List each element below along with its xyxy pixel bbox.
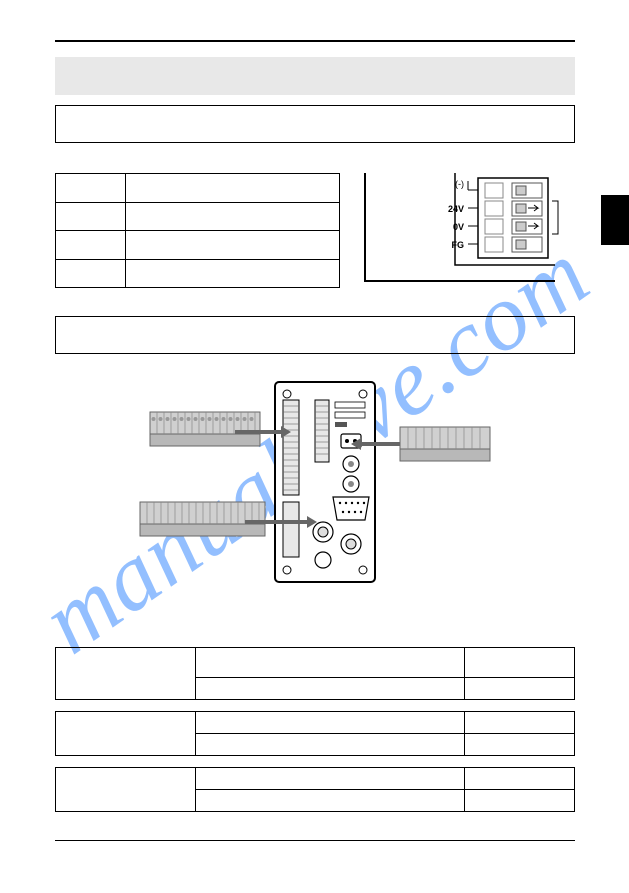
- section-1: (-) 24V 0V FG: [55, 173, 575, 288]
- spec-table-1: [55, 173, 340, 288]
- terminal-label: (-): [455, 179, 464, 189]
- spec-table-2: [55, 647, 575, 812]
- table-row: [56, 202, 340, 231]
- power-terminal-diagram: (-) 24V 0V FG: [360, 173, 560, 288]
- table-row: [56, 768, 575, 790]
- table-row: [56, 259, 340, 288]
- bottom-rule: [55, 840, 575, 841]
- table-row: [56, 712, 575, 734]
- table-row: [56, 231, 340, 260]
- connector-left-top: [150, 412, 260, 446]
- page-content: (-) 24V 0V FG: [55, 40, 575, 841]
- page-tab: [601, 195, 629, 245]
- connector-left-bottom: [140, 502, 265, 536]
- table-row: [56, 174, 340, 203]
- terminal-label: 0V: [453, 222, 464, 232]
- terminal-label: 24V: [448, 204, 464, 214]
- section-heading-band: [55, 57, 575, 95]
- table-row: [56, 648, 575, 678]
- subsection-box-1: [55, 105, 575, 143]
- terminal-label: FG: [452, 240, 465, 250]
- controller-diagram: [55, 372, 575, 597]
- subsection-box-2: [55, 316, 575, 354]
- top-rule: [55, 40, 575, 42]
- connector-right: [400, 427, 490, 461]
